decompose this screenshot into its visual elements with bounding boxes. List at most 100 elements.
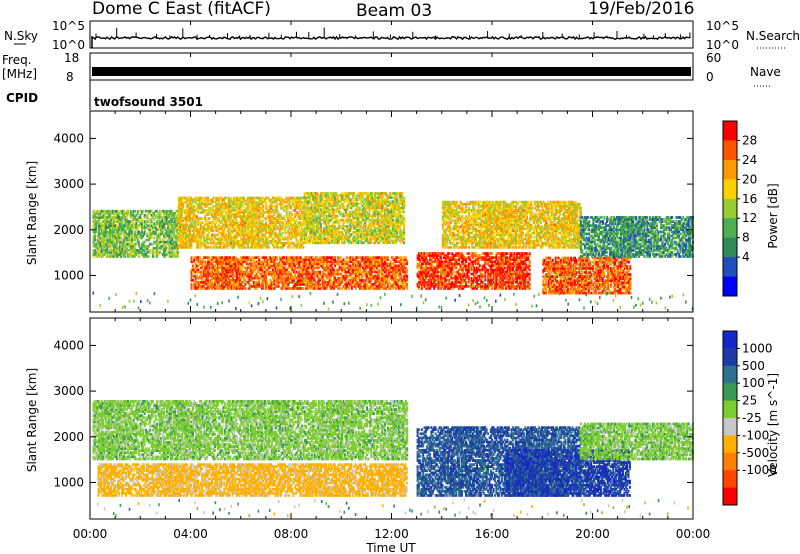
data-cell	[208, 217, 211, 220]
data-cell	[368, 239, 371, 243]
data-cell	[233, 246, 236, 249]
data-cell	[139, 246, 142, 250]
data-cell	[145, 232, 147, 236]
data-cell	[310, 208, 313, 212]
data-cell	[252, 237, 255, 241]
data-cell	[179, 204, 182, 208]
data-cell	[113, 216, 116, 219]
data-cell	[195, 215, 198, 218]
data-cell	[247, 196, 249, 200]
data-cell	[245, 211, 248, 214]
data-cell	[238, 215, 241, 218]
data-cell	[161, 244, 164, 248]
data-cell	[251, 241, 254, 245]
data-cell	[309, 239, 312, 243]
data-cell	[200, 206, 202, 210]
data-cell	[306, 231, 309, 234]
data-cell	[281, 237, 284, 241]
data-cell	[317, 237, 320, 240]
data-cell	[380, 192, 383, 195]
data-cell	[249, 229, 252, 233]
data-cell	[240, 285, 243, 288]
data-cell	[309, 233, 312, 236]
data-cell	[244, 221, 247, 224]
data-cell	[316, 196, 318, 199]
data-cell	[292, 223, 295, 227]
data-cell	[296, 233, 299, 237]
data-cell	[318, 202, 321, 206]
data-cell	[295, 229, 298, 233]
data-cell	[180, 202, 183, 206]
data-cell	[215, 206, 218, 210]
data-cell	[311, 218, 314, 222]
data-cell	[197, 287, 200, 290]
beam-title: Beam 03	[356, 1, 432, 21]
date-title: 19/Feb/2016	[588, 0, 694, 19]
data-cell	[389, 216, 392, 220]
data-cell	[353, 212, 356, 216]
data-cell	[345, 218, 347, 222]
data-cell	[201, 241, 204, 245]
data-cell	[278, 229, 281, 233]
data-cell	[318, 237, 321, 240]
data-cell	[175, 224, 178, 227]
data-cell	[387, 218, 390, 222]
data-cell	[241, 221, 244, 224]
data-cell	[371, 206, 374, 210]
data-cell	[392, 210, 394, 214]
data-cell	[158, 212, 161, 215]
data-cell	[342, 220, 345, 224]
data-cell	[132, 232, 135, 236]
data-cell	[129, 238, 132, 242]
data-cell	[209, 283, 212, 286]
data-cell	[96, 212, 99, 215]
data-cell	[360, 198, 363, 201]
data-cell	[174, 220, 176, 223]
data-cell	[285, 209, 288, 212]
data-cell	[92, 242, 95, 246]
data-cell	[263, 227, 266, 231]
data-cell	[222, 229, 225, 233]
data-cell	[248, 196, 251, 200]
data-cell	[313, 235, 316, 238]
data-cell	[397, 202, 400, 206]
data-cell	[361, 194, 364, 197]
data-cell	[172, 253, 175, 256]
data-cell	[226, 258, 229, 261]
data-cell	[367, 231, 370, 234]
data-cell	[238, 202, 241, 206]
data-cell	[110, 224, 113, 227]
data-cell	[172, 228, 175, 232]
data-cell	[273, 223, 276, 227]
data-cell	[220, 233, 223, 237]
data-cell	[218, 287, 221, 290]
data-cell	[397, 216, 400, 220]
data-cell	[259, 246, 262, 249]
data-cell	[179, 229, 182, 233]
data-cell	[138, 230, 141, 234]
data-cell	[229, 272, 232, 276]
data-cell	[230, 229, 233, 233]
data-cell	[369, 192, 372, 195]
data-cell	[329, 239, 332, 243]
data-cell	[128, 214, 131, 217]
data-cell	[335, 214, 338, 218]
data-cell	[176, 216, 179, 219]
data-cell	[222, 278, 225, 282]
data-cell	[238, 239, 241, 243]
data-cell	[400, 194, 403, 197]
data-cell	[117, 236, 120, 240]
data-cell	[125, 228, 128, 232]
data-cell	[270, 221, 273, 224]
data-cell	[168, 220, 171, 223]
data-cell	[220, 200, 223, 204]
data-cell	[400, 216, 403, 220]
data-cell	[253, 217, 256, 220]
data-cell	[179, 225, 182, 229]
data-cell	[393, 198, 396, 201]
data-cell	[204, 272, 207, 276]
data-cell	[207, 196, 209, 200]
data-cell	[349, 218, 352, 222]
data-cell	[237, 266, 240, 270]
data-cell	[240, 198, 243, 202]
